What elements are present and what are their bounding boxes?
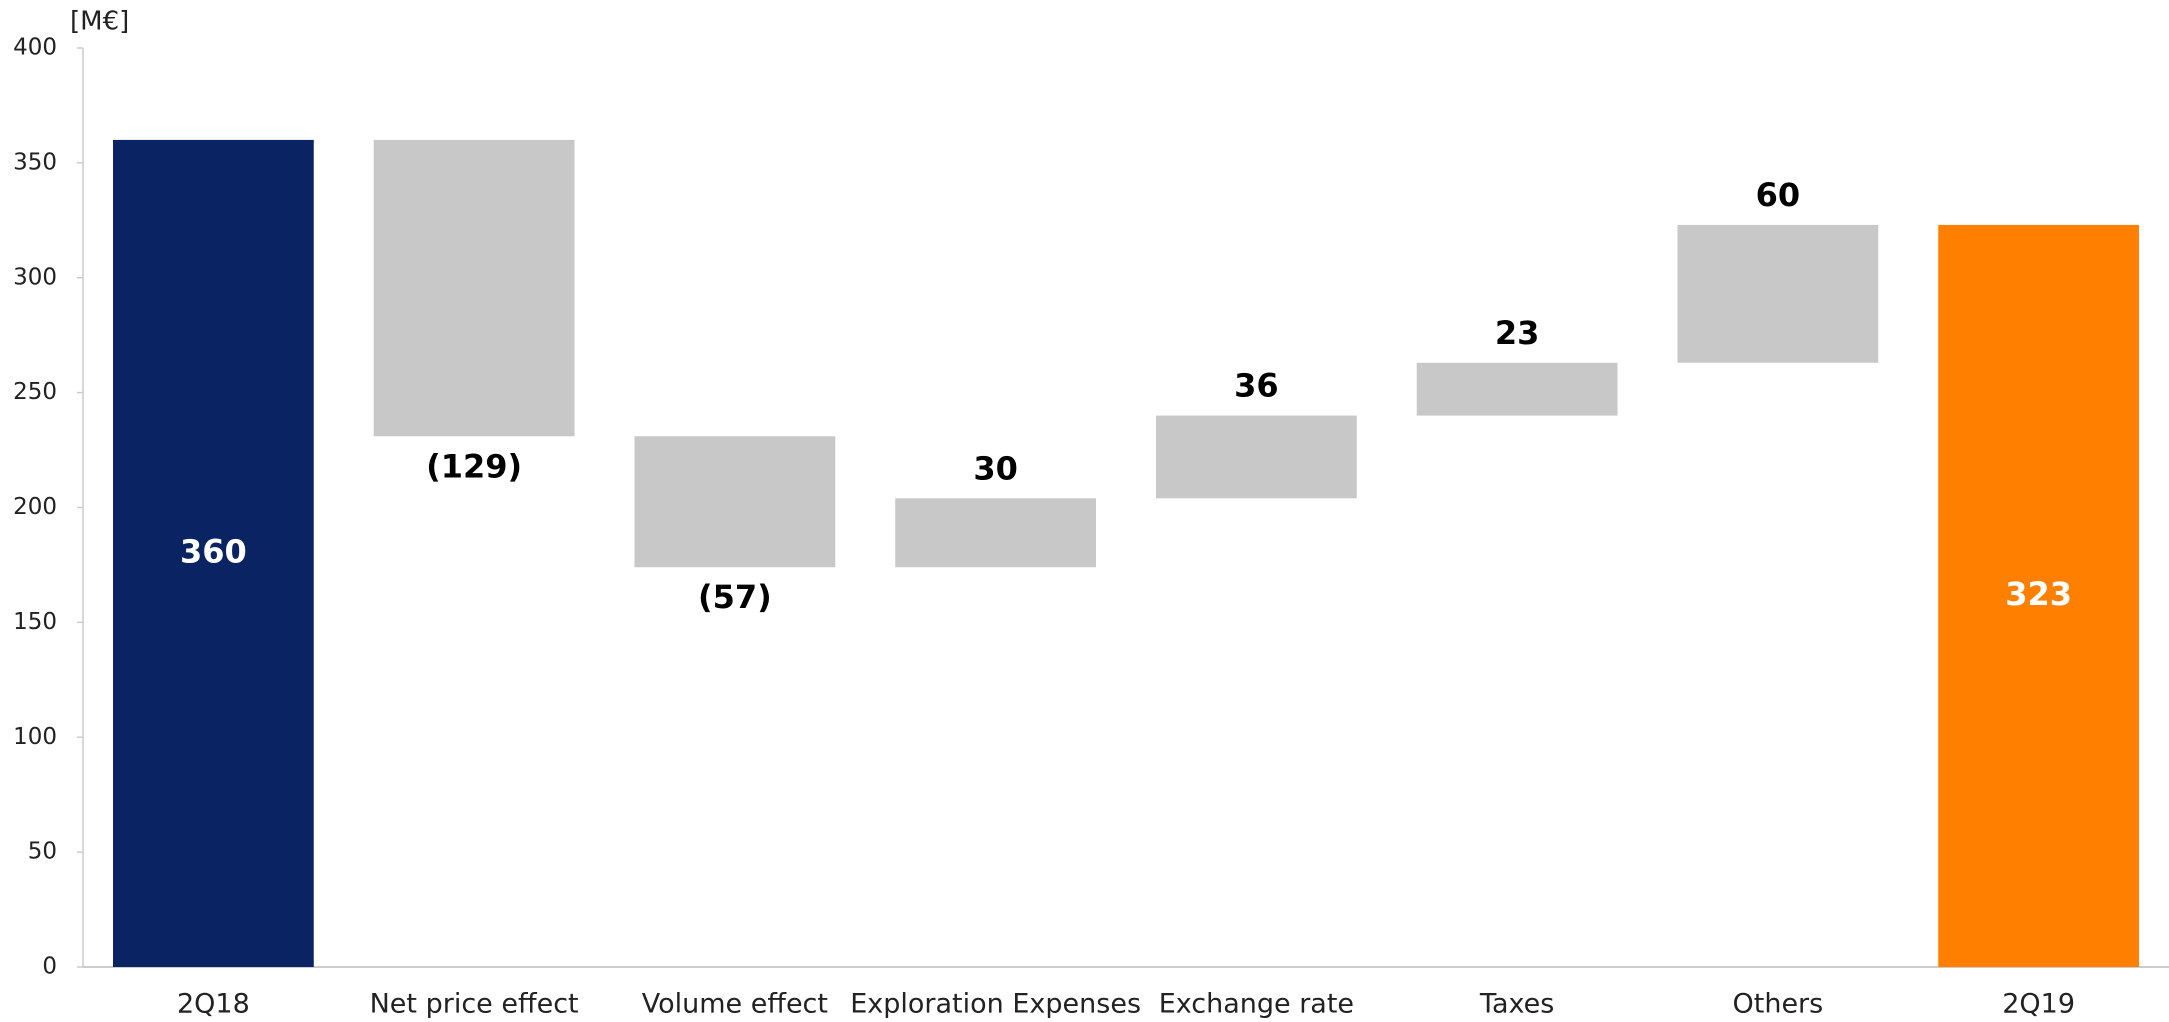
y-tick-label: 350 [13, 149, 57, 175]
y-tick-label: 50 [28, 839, 57, 865]
delta-bar [1416, 362, 1618, 416]
x-tick-label: 2Q18 [177, 989, 250, 1020]
x-tick-label: Exploration Expenses [850, 989, 1141, 1020]
value-label: 360 [180, 532, 247, 570]
y-tick-label: 0 [42, 954, 57, 980]
delta-bar [1677, 224, 1879, 363]
value-label: 23 [1495, 314, 1540, 352]
delta-bar [895, 498, 1097, 568]
y-tick-label: 250 [13, 379, 57, 405]
y-tick-label: 200 [13, 494, 57, 520]
value-label: (57) [698, 578, 772, 616]
total-bar [1938, 224, 2140, 968]
x-tick-label: Others [1733, 989, 1824, 1020]
value-label: 323 [2005, 575, 2072, 613]
y-axis-label: [M€] [70, 7, 129, 37]
value-label: (129) [426, 447, 522, 485]
delta-bar [373, 139, 575, 437]
x-tick-label: Net price effect [370, 989, 579, 1020]
value-label: 36 [1234, 367, 1279, 405]
y-tick-label: 400 [13, 35, 57, 61]
x-tick-label: Volume effect [642, 989, 828, 1020]
x-tick-label: 2Q19 [2002, 989, 2075, 1020]
y-tick-label: 100 [13, 724, 57, 750]
delta-bar [634, 436, 836, 568]
total-bar [112, 139, 314, 967]
y-tick-label: 150 [13, 609, 57, 635]
value-label: 60 [1756, 176, 1801, 214]
x-tick-label: Taxes [1479, 989, 1554, 1020]
value-label: 30 [973, 449, 1018, 487]
delta-bar [1155, 415, 1357, 499]
y-tick-label: 300 [13, 264, 57, 290]
x-tick-label: Exchange rate [1159, 989, 1354, 1020]
